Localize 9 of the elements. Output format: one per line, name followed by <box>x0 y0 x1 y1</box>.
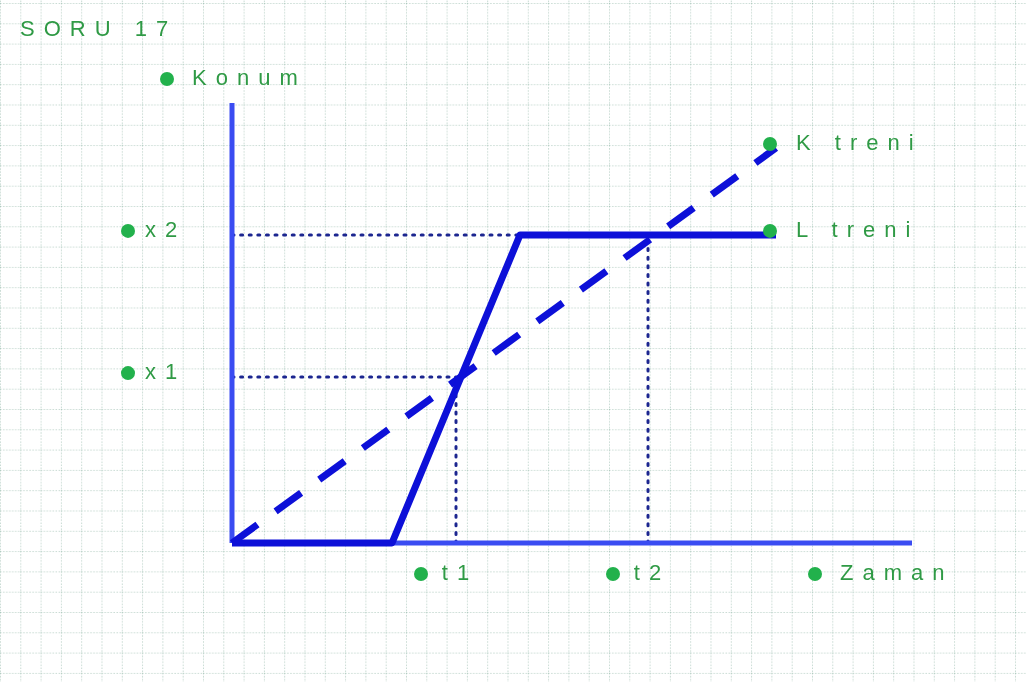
x-tick-label: t1 <box>441 559 479 585</box>
series-label: K treni <box>796 129 923 155</box>
y-axis-title: Konum <box>192 64 307 90</box>
ref-line-label: x1 <box>145 358 187 384</box>
series-label: L treni <box>796 216 920 242</box>
x-tick-label: t2 <box>633 559 671 585</box>
x-axis-title: Zaman <box>840 559 954 585</box>
chart-title: SORU 17 <box>20 15 178 41</box>
ref-line-label: x2 <box>145 216 187 242</box>
